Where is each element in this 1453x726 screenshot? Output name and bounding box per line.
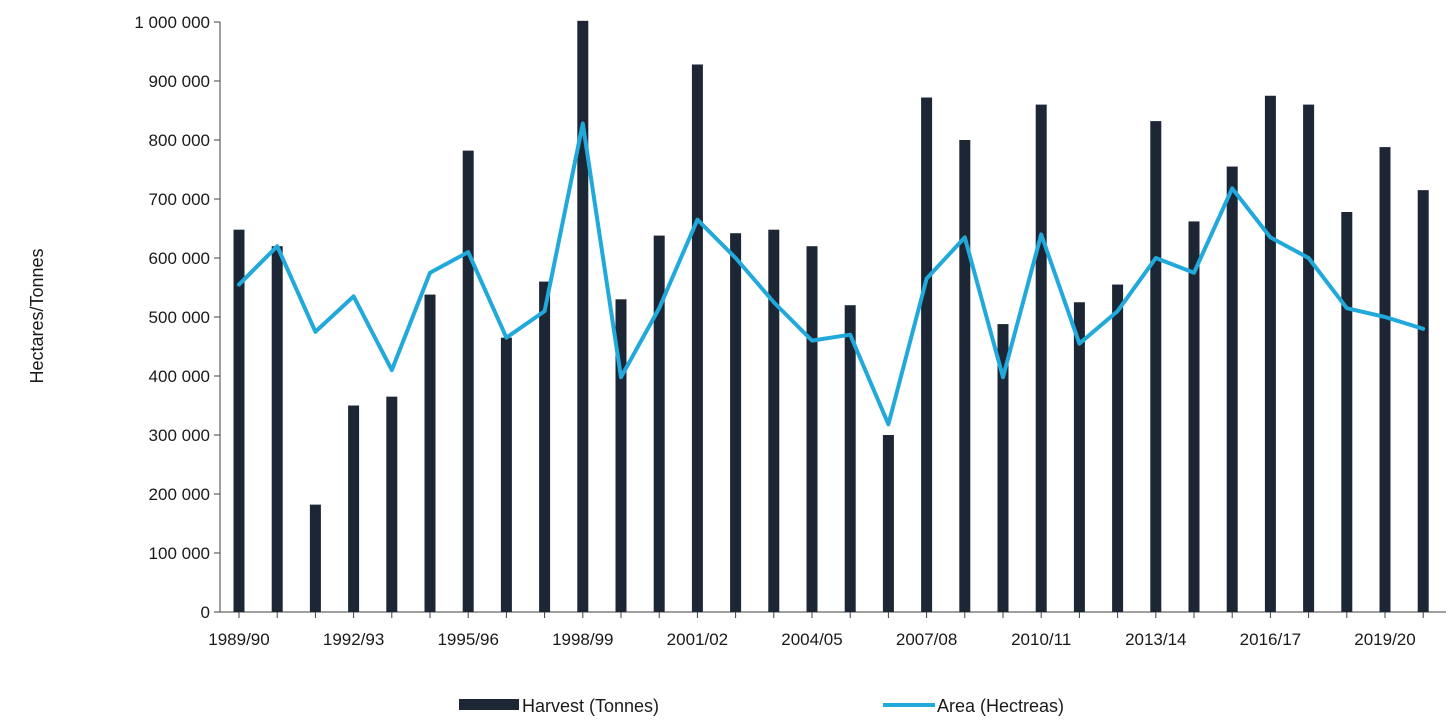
x-axis: 1989/90 1992/93 1995/96 1998/99 2001/02 2004/…	[208, 612, 1446, 649]
harvest-bar	[1341, 212, 1352, 612]
harvest-bar	[425, 295, 436, 612]
legend-harvest-swatch	[459, 699, 519, 710]
y-tick-label: 200 000	[149, 485, 210, 504]
y-axis-title: Hectares/Tonnes	[27, 248, 47, 383]
harvest-bar	[730, 233, 741, 612]
y-axis: 0 100 000 200 000 300 000 400 000 500 000 600 …	[134, 13, 220, 622]
y-tick-label: 900 000	[149, 72, 210, 91]
area-line-path	[239, 123, 1423, 424]
harvest-bar	[921, 98, 932, 612]
harvest-bar	[768, 230, 779, 612]
x-tick-label: 2010/11	[1011, 630, 1071, 649]
harvest-bar	[1380, 147, 1391, 612]
harvest-bar	[1265, 96, 1276, 612]
x-tick-label: 1989/90	[208, 630, 269, 649]
legend: Harvest (Tonnes) Area (Hectreas)	[459, 696, 1064, 716]
x-tick-label: 1992/93	[323, 630, 384, 649]
x-tick-label: 2016/17	[1240, 630, 1301, 649]
x-tick-label: 2013/14	[1125, 630, 1186, 649]
harvest-bar	[348, 406, 359, 613]
y-tick-label: 800 000	[149, 131, 210, 150]
harvest-bar	[501, 338, 512, 612]
x-tick-label: 2001/02	[667, 630, 728, 649]
harvest-bar	[234, 230, 245, 612]
harvest-bar	[1418, 190, 1429, 612]
x-tick-label: 2004/05	[781, 630, 842, 649]
y-tick-label: 0	[201, 603, 210, 622]
harvest-bar	[1074, 302, 1085, 612]
harvest-bar	[845, 305, 856, 612]
legend-area-label: Area (Hectreas)	[937, 696, 1064, 716]
y-tick-label: 300 000	[149, 426, 210, 445]
y-tick-label: 1 000 000	[134, 13, 210, 32]
harvest-bar	[959, 140, 970, 612]
harvest-bar	[1150, 121, 1161, 612]
y-tick-label: 600 000	[149, 249, 210, 268]
area-line	[239, 123, 1423, 424]
harvest-bar	[692, 64, 703, 612]
harvest-bar	[539, 282, 550, 612]
harvest-bar	[272, 246, 283, 612]
harvest-bar	[577, 21, 588, 612]
harvest-bar	[1227, 167, 1238, 612]
harvest-bar	[310, 505, 321, 612]
legend-harvest-label: Harvest (Tonnes)	[522, 696, 659, 716]
harvest-bar	[1036, 105, 1047, 612]
harvest-bar	[386, 397, 397, 612]
harvest-bar	[1189, 221, 1200, 612]
x-tick-label: 1998/99	[552, 630, 613, 649]
harvest-bar	[883, 435, 894, 612]
x-tick-label: 1995/96	[437, 630, 498, 649]
harvest-bar	[463, 151, 474, 612]
x-tick-label: 2007/08	[896, 630, 957, 649]
harvest-bar	[807, 246, 818, 612]
x-tick-label: 2019/20	[1354, 630, 1415, 649]
harvest-bar	[1112, 285, 1123, 612]
y-tick-label: 500 000	[149, 308, 210, 327]
y-tick-label: 100 000	[149, 544, 210, 563]
harvest-bar	[654, 236, 665, 612]
y-tick-label: 400 000	[149, 367, 210, 386]
harvest-bar	[1303, 105, 1314, 612]
y-tick-label: 700 000	[149, 190, 210, 209]
